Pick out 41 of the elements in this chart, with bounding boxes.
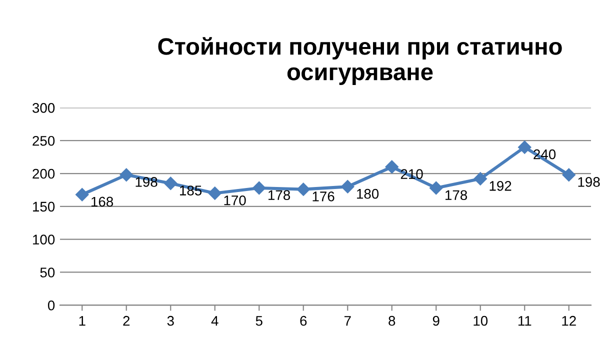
x-tick-label: 1 [79, 316, 86, 326]
data-label: 170 [224, 195, 246, 206]
point [430, 181, 443, 195]
x-tick-label: 2 [123, 316, 130, 326]
y-tick-label: 250 [32, 136, 55, 146]
point [341, 180, 354, 194]
data-label: 178 [446, 190, 468, 200]
x-tick-label: 10 [474, 316, 488, 326]
data-label: 198 [578, 177, 600, 187]
data-label: 192 [490, 181, 512, 191]
y-tick-label: 0 [48, 300, 55, 310]
data-label: 176 [312, 192, 334, 202]
point [518, 140, 532, 154]
y-tick-label: 50 [40, 268, 55, 278]
point [296, 182, 310, 196]
x-tick-label: 11 [518, 316, 532, 326]
x-tick-label: 6 [300, 316, 307, 326]
x-tick-label: 5 [256, 316, 262, 326]
x-tick-label: 8 [388, 316, 396, 326]
y-tick-label: 100 [33, 234, 55, 245]
point [562, 168, 576, 182]
data-label: 168 [92, 196, 114, 207]
data-label: 198 [136, 177, 158, 187]
point [164, 176, 178, 190]
point [385, 160, 398, 174]
point [474, 172, 487, 186]
y-tick-label: 300 [32, 103, 55, 113]
x-tick-label: 12 [562, 316, 576, 326]
x-tick-label: 4 [211, 316, 218, 326]
point [252, 181, 266, 195]
x-tick-label: 7 [344, 316, 351, 326]
point [208, 186, 222, 200]
y-tick-label: 200 [32, 168, 55, 179]
x-tick-label: 9 [432, 316, 440, 326]
point [120, 168, 133, 182]
y-tick-label: 150 [33, 202, 55, 212]
x-tick-label: 3 [167, 316, 174, 326]
data-label: 178 [268, 190, 290, 200]
point [76, 188, 89, 202]
chart-title: Стойности получени при статично осигуряване [158, 37, 562, 85]
data-label: 180 [357, 188, 379, 199]
